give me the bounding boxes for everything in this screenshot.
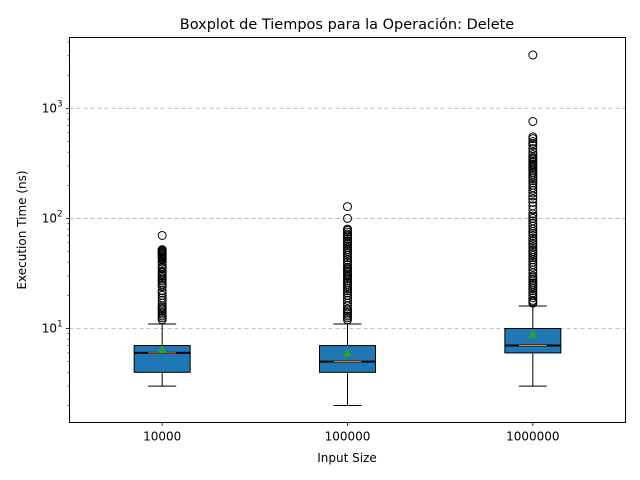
outlier-point [343, 213, 352, 223]
outlier-point [528, 238, 538, 248]
outlier-point [528, 213, 538, 223]
outlier-point [343, 257, 352, 267]
outlier-point [157, 266, 167, 276]
outlier-point [343, 260, 352, 270]
box-10000 [133, 230, 191, 387]
x-axis-label: Input Size [317, 451, 377, 465]
mean-marker [528, 329, 538, 339]
outlier-point [343, 224, 352, 234]
outlier-point [343, 293, 352, 303]
outlier-point [528, 116, 538, 126]
outlier-point [528, 295, 538, 305]
outlier-point [528, 233, 538, 243]
outlier-point [157, 290, 167, 300]
y-tick-label: 103 [42, 99, 63, 115]
outlier-point [528, 194, 538, 204]
outlier-point [528, 245, 538, 255]
x-tick-label-10000: 10000 [143, 430, 181, 444]
y-tick-label: 101 [42, 320, 63, 336]
outlier-point [528, 144, 538, 154]
outlier-point [528, 293, 538, 303]
outlier-point [157, 293, 167, 303]
x-axis-ticks: 10000 100000 1000000 [143, 422, 560, 444]
outlier-point [528, 50, 538, 60]
outlier-point [528, 262, 538, 272]
outlier-point [528, 132, 538, 142]
outlier-point [528, 211, 538, 221]
outlier-point [343, 304, 352, 314]
outlier-point [528, 136, 538, 146]
outlier-point [157, 245, 167, 255]
box-100000 [319, 202, 376, 406]
outlier-point [528, 271, 538, 281]
outlier-point [528, 216, 538, 226]
y-tick-label: 102 [42, 209, 63, 225]
outlier-point [343, 295, 352, 305]
mean-marker [343, 347, 352, 357]
outlier-point [528, 147, 538, 157]
outlier-point [528, 290, 538, 300]
y-axis-ticks: 101 102 103 [42, 41, 70, 406]
outlier-point [528, 218, 538, 228]
outlier-point [528, 260, 538, 270]
grid-lines [69, 107, 626, 329]
outlier-point [528, 242, 538, 252]
box-series [133, 50, 562, 406]
outlier-point [528, 185, 538, 195]
outlier-point [343, 236, 352, 246]
outlier-point [528, 183, 538, 193]
y-axis-label: Execution Time (ns) [15, 170, 29, 289]
mean-marker [157, 344, 167, 354]
outlier-point [528, 150, 538, 160]
outlier-point [343, 202, 352, 212]
outlier-point [528, 236, 538, 246]
outlier-point [157, 230, 167, 240]
outlier-point [343, 262, 352, 272]
outlier-point [528, 180, 538, 190]
outlier-point [157, 295, 167, 305]
outlier-point [528, 197, 538, 207]
x-tick-label-100000: 100000 [325, 430, 371, 444]
outlier-point [528, 205, 538, 215]
outlier-point [528, 257, 538, 267]
outlier-point [528, 201, 538, 211]
x-tick-label-1000000: 1000000 [506, 430, 559, 444]
box-1000000 [504, 50, 562, 387]
outlier-point [343, 234, 352, 244]
outlier-point [343, 290, 352, 300]
chart-title: Boxplot de Tiempos para la Operación: De… [180, 17, 515, 33]
